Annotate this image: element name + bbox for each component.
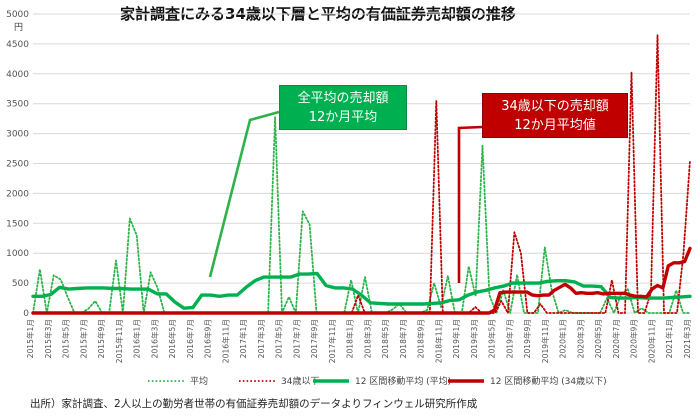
callout-pointers bbox=[208, 110, 483, 283]
y-tick-label: 2000 bbox=[6, 189, 29, 199]
y-tick-label: 3500 bbox=[6, 100, 29, 110]
y-tick-label: 3000 bbox=[6, 130, 29, 140]
x-tick-label: 2019年9月 bbox=[522, 319, 532, 358]
x-tick-label: 2018年3月 bbox=[362, 319, 372, 358]
x-tick-label: 2016年9月 bbox=[203, 319, 213, 358]
x-tick-label: 2018年7月 bbox=[398, 319, 408, 358]
x-tick-label: 2018年1月 bbox=[345, 319, 355, 358]
x-tick-label: 2016年3月 bbox=[149, 319, 159, 358]
callout-overall-average: 全平均の売却額 12か月平均 bbox=[279, 85, 407, 130]
x-tick-label: 2015年5月 bbox=[61, 319, 71, 358]
y-tick-label: 2500 bbox=[6, 160, 29, 170]
x-tick-label: 2015年9月 bbox=[96, 319, 106, 358]
callout-under34-pointer bbox=[457, 125, 483, 283]
y-tick-label: 4500 bbox=[6, 40, 29, 50]
x-tick-label: 2019年3月 bbox=[469, 319, 479, 358]
y-tick-label: 4000 bbox=[6, 70, 29, 80]
x-tick-label: 2021年1月 bbox=[664, 319, 674, 358]
x-tick-label: 2017年7月 bbox=[291, 319, 301, 358]
x-tick-label: 2019年5月 bbox=[487, 319, 497, 358]
series-line-4 bbox=[31, 246, 692, 315]
x-tick-label: 2020年3月 bbox=[575, 319, 585, 358]
source-note: 出所）家計調査、2人以上の勤労者世帯の有価証券売却額のデータよりフィンウェル研究… bbox=[30, 398, 478, 410]
x-tick-label: 2015年1月 bbox=[25, 319, 35, 358]
legend-label-4: 12 区間移動平均 (34歳以下) bbox=[490, 375, 607, 387]
x-tick-label: 2020年5月 bbox=[593, 319, 603, 358]
x-tick-label: 2021年3月 bbox=[682, 319, 692, 358]
legend-label-3: 12 区間移動平均 (平均) bbox=[355, 375, 451, 387]
x-tick-label: 2015年11月 bbox=[114, 319, 124, 363]
x-axis-ticks: 2015年1月 2015年3月 2015年5月 2015年7月 2015年9月 2015年… bbox=[25, 319, 692, 363]
x-tick-label: 2019年1月 bbox=[451, 319, 461, 358]
x-tick-label: 2020年7月 bbox=[611, 319, 621, 358]
series-line-2 bbox=[32, 34, 691, 314]
y-tick-label: 1000 bbox=[6, 249, 29, 259]
series-lines bbox=[31, 34, 692, 315]
series-line-3 bbox=[31, 271, 692, 310]
x-tick-label: 2018年9月 bbox=[416, 319, 426, 358]
x-tick-label: 2019年11月 bbox=[540, 319, 550, 363]
callout-under34-line1: 34歳以下の売却額 bbox=[501, 98, 609, 114]
x-tick-label: 2017年11月 bbox=[327, 319, 337, 363]
y-axis-unit-label: 円 bbox=[14, 23, 24, 33]
legend-label-2: 34歳以下 bbox=[281, 375, 319, 387]
x-tick-label: 2017年5月 bbox=[274, 319, 284, 358]
x-tick-label: 2017年1月 bbox=[238, 319, 248, 358]
x-tick-label: 2016年11月 bbox=[220, 319, 230, 363]
y-tick-label: 1500 bbox=[6, 219, 29, 229]
y-tick-label: 0 bbox=[23, 309, 29, 319]
x-tick-label: 2016年5月 bbox=[167, 319, 177, 358]
x-tick-label: 2020年1月 bbox=[558, 319, 568, 358]
x-tick-label: 2018年5月 bbox=[380, 319, 390, 358]
x-tick-label: 2016年1月 bbox=[132, 319, 142, 358]
x-tick-label: 2015年3月 bbox=[43, 319, 53, 358]
y-tick-label: 500 bbox=[12, 279, 29, 289]
x-tick-label: 2017年9月 bbox=[309, 319, 319, 358]
callout-overall-pointer bbox=[208, 110, 280, 278]
x-tick-label: 2020年9月 bbox=[629, 319, 639, 358]
x-tick-label: 2019年7月 bbox=[504, 319, 514, 358]
x-tick-label: 2016年7月 bbox=[185, 319, 195, 358]
callout-overall-line2: 12か月平均 bbox=[308, 109, 378, 125]
y-tick-label: 5000 bbox=[6, 10, 29, 20]
x-tick-label: 2017年3月 bbox=[256, 319, 266, 358]
y-axis-ticks: 0 500 1000 1500 2000 2500 3000 3500 4000 4500 5000 bbox=[6, 10, 29, 319]
callout-overall-line1: 全平均の売却額 bbox=[297, 90, 389, 106]
gridlines bbox=[33, 13, 690, 314]
callout-under34-average: 34歳以下の売却額 12か月平均値 bbox=[482, 93, 628, 138]
x-tick-label: 2015年7月 bbox=[78, 319, 88, 358]
callout-under34-line2: 12か月平均値 bbox=[514, 117, 596, 133]
x-tick-label: 2018年11月 bbox=[433, 319, 443, 363]
legend-label-1: 平均 bbox=[190, 375, 208, 387]
x-tick-label: 2020年11月 bbox=[646, 319, 656, 363]
legend: 平均 34歳以下 12 区間移動平均 (平均) 12 区間移動平均 (34歳以下) bbox=[148, 375, 607, 387]
